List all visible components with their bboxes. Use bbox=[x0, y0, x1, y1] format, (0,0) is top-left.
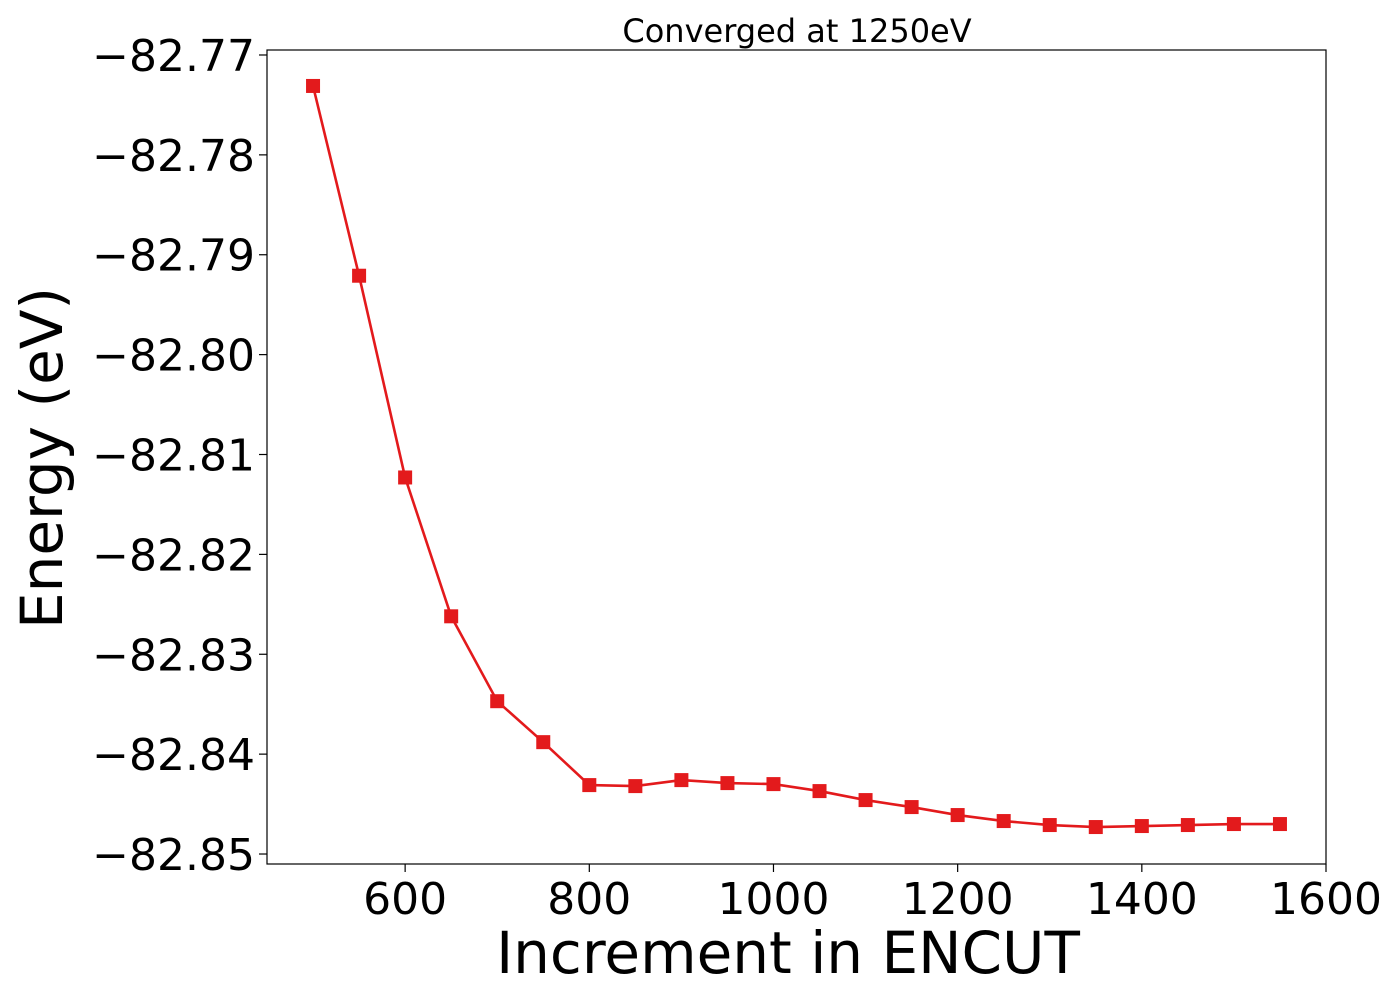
data-point bbox=[1042, 818, 1057, 833]
data-point bbox=[950, 808, 965, 823]
data-point bbox=[766, 777, 781, 792]
plot-area bbox=[266, 49, 1327, 865]
x-tick-label: 1200 bbox=[902, 874, 1014, 925]
x-axis-title: Increment in ENCUT bbox=[496, 919, 1080, 987]
chart-title: Converged at 1250eV bbox=[622, 12, 971, 50]
y-tick-label: −82.84 bbox=[92, 730, 255, 781]
y-tick-label: −82.82 bbox=[92, 530, 255, 581]
data-point bbox=[536, 735, 551, 750]
series-layer bbox=[306, 78, 1287, 835]
data-point bbox=[996, 814, 1011, 829]
y-tick-label: −82.79 bbox=[92, 231, 255, 282]
y-tick-label: −82.81 bbox=[92, 431, 255, 482]
data-point bbox=[1226, 817, 1241, 832]
y-tick-label: −82.77 bbox=[92, 31, 255, 82]
data-point bbox=[306, 78, 321, 93]
data-point bbox=[628, 779, 643, 794]
data-point bbox=[1088, 820, 1103, 835]
x-tick-label: 1400 bbox=[1086, 874, 1198, 925]
y-tick-label: −82.78 bbox=[92, 131, 255, 182]
data-point bbox=[582, 778, 597, 793]
data-point bbox=[352, 268, 367, 283]
data-point bbox=[1272, 817, 1287, 832]
data-point bbox=[490, 694, 505, 709]
data-point bbox=[904, 800, 919, 815]
data-point bbox=[444, 609, 459, 624]
x-tick-label: 1600 bbox=[1270, 874, 1382, 925]
data-point bbox=[398, 470, 413, 485]
y-axis-title: Energy (eV) bbox=[8, 287, 76, 629]
y-tick-label: −82.80 bbox=[92, 331, 255, 382]
plot-frame bbox=[266, 49, 1327, 865]
x-tick-label: 1000 bbox=[717, 874, 829, 925]
y-tick-label: −82.85 bbox=[92, 830, 255, 881]
x-tick-label: 800 bbox=[547, 874, 631, 925]
data-point bbox=[812, 784, 827, 799]
data-point bbox=[858, 793, 873, 808]
x-axis: 600 800 1000 1200 1400 1600 bbox=[363, 864, 1382, 925]
data-point bbox=[720, 776, 735, 791]
series-line bbox=[311, 85, 1280, 829]
data-point bbox=[1180, 818, 1195, 833]
data-point bbox=[674, 773, 689, 788]
y-tick-label: −82.83 bbox=[92, 630, 255, 681]
data-point bbox=[1134, 819, 1149, 834]
x-tick-label: 600 bbox=[363, 874, 447, 925]
y-axis: −82.77 −82.78 −82.79 −82.80 −82.81 −82.82 −82.… bbox=[92, 31, 267, 881]
